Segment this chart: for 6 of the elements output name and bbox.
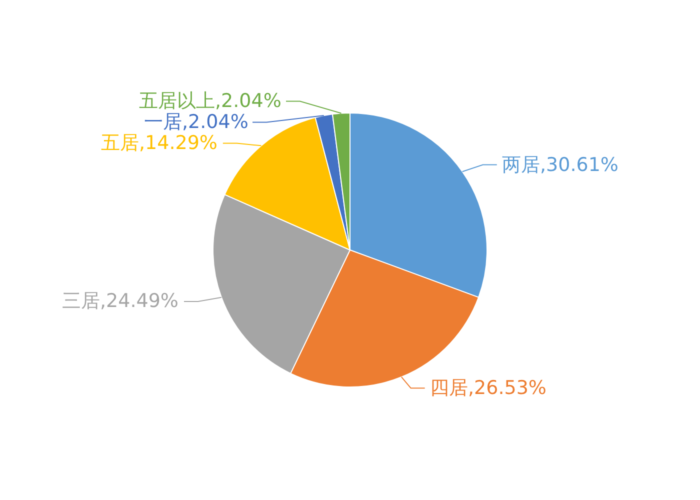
slice-label: 五居,14.29% (101, 132, 218, 154)
slice-label: 五居以上,2.04% (139, 90, 282, 112)
slice-label: 四居,26.53% (430, 377, 546, 399)
slice-label: 三居,24.49% (62, 290, 178, 312)
slice-label: 两居,30.61% (502, 154, 618, 176)
slice-label: 一居,2.04% (144, 111, 248, 133)
